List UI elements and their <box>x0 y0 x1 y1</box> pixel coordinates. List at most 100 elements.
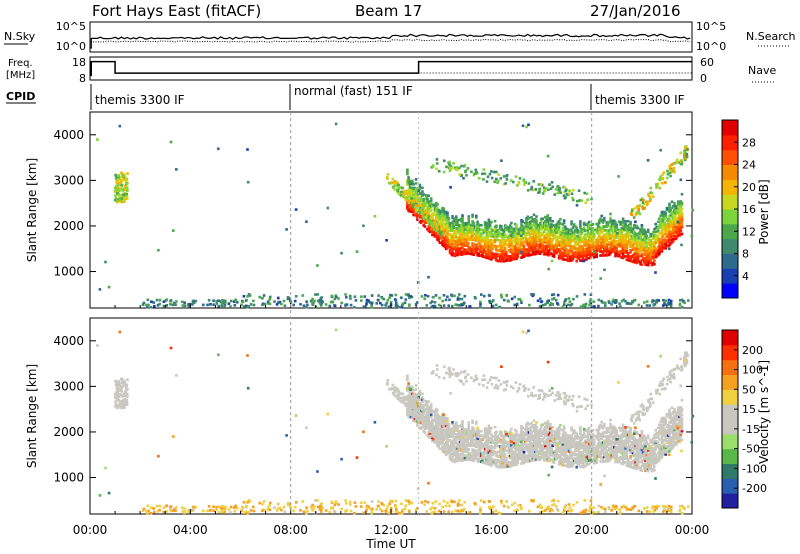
main-band-echo-power <box>520 223 523 226</box>
main-band-echo-velocity <box>520 429 523 432</box>
main-band-echo-velocity <box>491 445 494 449</box>
main-band-echo-power <box>522 230 526 234</box>
upper-arc-echo-power <box>534 188 538 191</box>
main-band-echo-velocity <box>468 452 472 455</box>
main-band-echo-power <box>549 221 552 224</box>
y-tick-label: 1000 <box>53 265 84 279</box>
ground-scatter-echo-power <box>448 298 451 302</box>
diagonal-echo-power <box>430 220 433 224</box>
main-band-echo-power <box>660 239 664 243</box>
nsearch-label: N.Search <box>746 30 796 43</box>
upper-arc-echo-power <box>549 187 553 191</box>
main-band-echo-power <box>412 213 415 217</box>
ground-scatter-echo-power <box>173 302 177 305</box>
main-band-echo-velocity <box>456 451 459 454</box>
main-band-echo-power <box>487 253 491 256</box>
main-band-echo-power <box>438 216 442 220</box>
main-band-echo-power <box>561 223 565 226</box>
diagonal-echo-power <box>410 197 414 200</box>
ground-scatter-echo-power <box>344 293 347 296</box>
speckle-echo-power <box>104 260 107 264</box>
ground-scatter-echo-power <box>552 297 556 300</box>
main-band-echo-power <box>634 251 637 254</box>
diagonal-echo-power <box>422 216 425 219</box>
upper-arc-echo-power <box>473 172 476 175</box>
main-band-echo-power <box>636 245 640 248</box>
main-band-echo-power <box>486 236 489 240</box>
main-band-echo-power <box>669 230 672 233</box>
main-band-echo-power <box>574 243 577 246</box>
main-band-echo-velocity <box>527 435 531 438</box>
main-band-echo-power <box>491 239 494 243</box>
main-band-echo-power <box>655 225 659 229</box>
ground-scatter-echo-power <box>603 301 607 305</box>
main-band-echo-power <box>544 215 547 219</box>
main-band-echo-power <box>493 232 497 235</box>
main-band-echo-velocity <box>488 453 492 457</box>
main-band-echo-velocity <box>490 447 493 451</box>
main-band-echo-velocity <box>530 430 533 433</box>
main-band-echo-velocity <box>495 436 498 439</box>
main-band-echo-power <box>680 192 684 196</box>
main-band-echo-power <box>491 233 494 236</box>
ground-scatter-echo-power <box>645 304 649 307</box>
main-band-echo-power <box>581 240 585 243</box>
main-band-echo-power <box>594 242 597 246</box>
main-band-echo-velocity <box>495 462 498 466</box>
main-band-echo-power <box>488 224 492 227</box>
early-echo-power <box>120 172 124 175</box>
late-arm-echo-power <box>679 151 682 155</box>
main-band-echo-power <box>567 252 571 256</box>
main-band-echo-power <box>493 256 497 260</box>
main-band-echo-velocity <box>483 429 487 432</box>
main-band-echo-power <box>477 251 481 255</box>
main-band-echo-power <box>649 257 652 261</box>
upper-arc-echo-power <box>590 197 593 201</box>
main-band-echo-power <box>615 223 619 227</box>
ground-scatter-echo-power <box>146 298 150 302</box>
speckle-echo-power <box>616 231 619 235</box>
ground-scatter-echo-power <box>554 299 558 302</box>
main-band-echo-velocity <box>498 449 502 452</box>
main-band-echo-power <box>630 256 634 259</box>
diagonal-echo-power <box>414 204 417 208</box>
main-band-echo-velocity <box>539 446 542 449</box>
main-band-echo-velocity <box>438 424 442 427</box>
main-band-echo-power <box>581 230 585 233</box>
main-band-echo-power <box>649 261 652 264</box>
main-band-echo-power <box>447 219 450 222</box>
main-band-echo-power <box>595 255 598 259</box>
ground-scatter-echo-power <box>145 303 148 307</box>
main-band-echo-power <box>650 234 654 238</box>
speckle-echo-power <box>285 228 288 231</box>
main-band-echo-power <box>542 230 546 234</box>
main-band-echo-power <box>515 227 518 230</box>
main-band-echo-velocity <box>438 447 442 450</box>
main-band-echo-power <box>508 236 512 240</box>
main-band-echo-power <box>559 236 562 239</box>
upper-arc-echo-power <box>495 170 498 174</box>
main-band-echo-power <box>645 241 649 244</box>
main-band-echo-power <box>653 248 656 252</box>
main-band-echo-power <box>572 245 576 248</box>
main-band-echo-velocity <box>451 455 454 458</box>
main-band-echo-power <box>416 197 419 200</box>
upper-arc-echo-power <box>437 169 441 173</box>
main-band-echo-power <box>621 229 625 233</box>
ground-scatter-echo-power <box>258 295 261 299</box>
main-band-echo-velocity <box>530 422 533 425</box>
main-band-echo-power <box>559 217 562 221</box>
early-echo-velocity <box>121 395 125 398</box>
main-band-echo-power <box>497 249 501 252</box>
ground-scatter-echo-power <box>220 304 224 308</box>
upper-arc-echo-power <box>547 188 550 191</box>
main-band-echo-velocity <box>412 395 415 399</box>
main-band-echo-power <box>675 228 679 231</box>
main-band-echo-power <box>660 230 664 233</box>
late-arm-echo-power <box>661 177 664 181</box>
main-band-echo-power <box>582 227 586 231</box>
main-band-echo-power <box>650 246 654 250</box>
main-band-echo-power <box>487 241 491 244</box>
main-band-echo-power <box>493 225 497 229</box>
ground-scatter-echo-power <box>223 305 226 308</box>
